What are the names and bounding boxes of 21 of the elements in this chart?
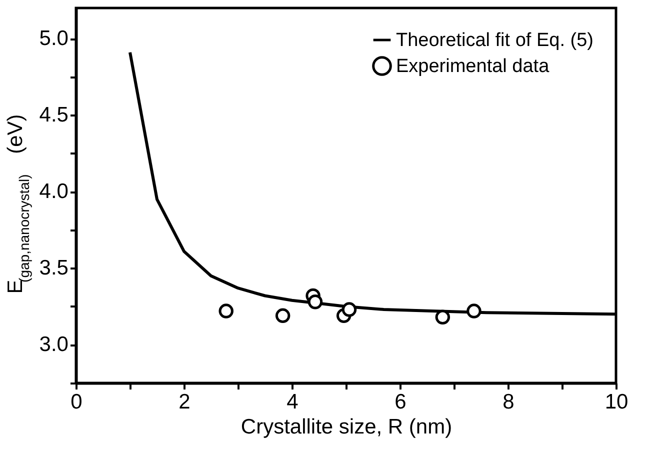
point [435, 310, 450, 325]
point [466, 304, 482, 318]
legend-label: Theoretical fit of Eq. (5) [396, 30, 594, 51]
x-tick-label: 2 [178, 390, 190, 414]
point [218, 304, 234, 318]
x-axis-title: Crystallite size, R (nm) [240, 416, 452, 438]
y-tick-label: 3.0 [39, 333, 68, 356]
text: E(gap,nanocrystal) (eV) [4, 114, 32, 294]
y-tick-label: 3.5 [39, 256, 68, 280]
x-tick-label: 4 [286, 390, 299, 414]
y-tick-label: 4.5 [39, 104, 68, 127]
legend-label: Experimental data [396, 56, 550, 77]
y-tick-label: 5.0 [39, 27, 68, 50]
x-tick-label: 8 [502, 390, 514, 414]
x-tick-label: 0 [70, 390, 82, 414]
x-tick-label: 6 [394, 390, 406, 414]
point [275, 308, 290, 324]
x-tick-label: 10 [604, 390, 628, 414]
point [308, 294, 323, 310]
point [342, 302, 357, 317]
y-tick-label: 4.0 [39, 180, 68, 204]
